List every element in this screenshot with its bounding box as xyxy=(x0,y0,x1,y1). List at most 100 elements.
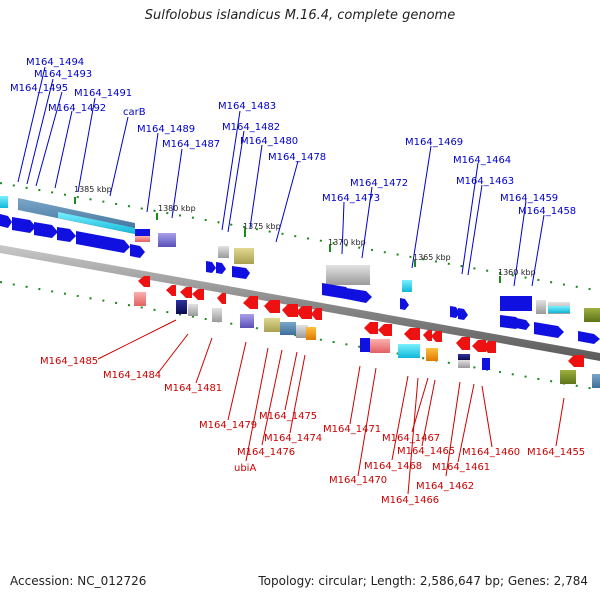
feature-block xyxy=(426,348,438,361)
gene-label: M164_1455 xyxy=(527,447,585,458)
feature-block xyxy=(482,358,490,370)
forward-gene-labels: M164_1494 M164_1493 M164_1495 M164_1491 … xyxy=(10,57,576,217)
gene-label: M164_1475 xyxy=(259,411,317,422)
forward-gene-arrow xyxy=(458,308,468,320)
forward-gene-arrow xyxy=(34,222,58,238)
reverse-feature-blocks xyxy=(134,292,600,388)
kbp-ticks xyxy=(74,197,501,283)
reverse-gene-arrow xyxy=(166,285,176,296)
gene-label: M164_1466 xyxy=(381,495,439,506)
kbp-label: 1380 kbp xyxy=(158,204,196,213)
forward-feature-blocks xyxy=(0,196,600,322)
reverse-gene-arrow xyxy=(456,337,470,350)
gene-label: M164_1487 xyxy=(162,139,220,150)
reverse-gene-arrow xyxy=(423,330,432,341)
gene-label: M164_1491 xyxy=(74,88,132,99)
feature-block xyxy=(240,314,254,328)
gene-label: M164_1458 xyxy=(518,206,576,217)
gene-label: M164_1470 xyxy=(329,475,387,486)
kbp-label: 1370 kbp xyxy=(328,238,366,247)
reverse-gene-labels: M164_1485 M164_1484 M164_1481 M164_1479 … xyxy=(40,356,585,506)
reverse-gene-arrow xyxy=(568,355,584,367)
feature-block xyxy=(212,308,222,322)
reverse-gene-arrow xyxy=(483,341,496,353)
reverse-gene-arrows xyxy=(138,276,584,367)
feature-block xyxy=(360,338,370,352)
gene-label: M164_1482 xyxy=(222,122,280,133)
feature-block xyxy=(536,300,546,314)
reverse-gene-arrow xyxy=(364,322,378,334)
forward-gene-arrow xyxy=(0,214,12,228)
feature-block xyxy=(592,374,600,388)
feature-block xyxy=(176,300,187,314)
kbp-label: 1360 kbp xyxy=(498,268,536,277)
gene-label: ubiA xyxy=(234,463,256,474)
feature-block xyxy=(296,325,308,338)
kbp-labels: 1385 kbp 1380 kbp 1375 kbp 1370 kbp 1365… xyxy=(74,185,536,277)
feature-block xyxy=(234,248,254,264)
tick-row-outer xyxy=(0,182,600,292)
feature-block xyxy=(306,327,316,340)
forward-gene-arrows xyxy=(0,214,600,344)
feature-block xyxy=(458,360,470,368)
gene-label: M164_1479 xyxy=(199,420,257,431)
reverse-gene-arrow xyxy=(378,324,392,336)
feature-block xyxy=(370,339,390,353)
gene-label: M164_1463 xyxy=(456,176,514,187)
gene-label: M164_1480 xyxy=(240,136,298,147)
gene-label: M164_1462 xyxy=(416,481,474,492)
map-title: Sulfolobus islandicus M.16.4, complete g… xyxy=(144,8,456,23)
feature-block xyxy=(398,344,420,358)
forward-gene-arrow xyxy=(400,298,409,310)
feature-block xyxy=(402,280,412,292)
genome-summary: Topology: circular; Length: 2,586,647 bp… xyxy=(258,574,588,588)
forward-gene-arrow xyxy=(534,322,564,338)
reverse-gene-arrow xyxy=(180,287,192,298)
gene-label: M164_1495 xyxy=(10,83,68,94)
kbp-label: 1375 kbp xyxy=(243,222,281,231)
forward-gene-arrow xyxy=(12,217,36,233)
reverse-gene-arrow xyxy=(296,306,312,319)
feature-block xyxy=(58,212,135,234)
gene-label: M164_1481 xyxy=(164,383,222,394)
feature-block xyxy=(584,308,600,322)
feature-block xyxy=(280,322,296,335)
forward-gene-block xyxy=(500,296,532,311)
feature-block xyxy=(0,196,8,208)
gene-label: M164_1493 xyxy=(34,69,92,80)
reverse-gene-arrow xyxy=(431,331,442,342)
feature-block xyxy=(560,370,576,384)
forward-gene-arrow xyxy=(450,306,460,318)
gene-label: M164_1492 xyxy=(48,103,106,114)
reverse-gene-arrow xyxy=(311,308,322,320)
gene-label: carB xyxy=(123,107,146,118)
gene-label: M164_1484 xyxy=(103,370,161,381)
gene-label: M164_1494 xyxy=(26,57,84,68)
forward-gene-arrow xyxy=(578,331,600,344)
gene-label: M164_1476 xyxy=(237,447,295,458)
reverse-gene-arrow xyxy=(264,300,280,313)
reverse-gene-arrow xyxy=(217,293,226,304)
forward-gene-arrow xyxy=(206,261,216,273)
feature-block xyxy=(218,246,229,258)
reverse-leader-lines xyxy=(97,319,565,495)
tick-row-inner xyxy=(0,281,600,391)
gene-label: M164_1471 xyxy=(323,424,381,435)
feature-block xyxy=(135,229,150,236)
gene-label: M164_1489 xyxy=(137,124,195,135)
gene-label: M164_1483 xyxy=(218,101,276,112)
reverse-gene-arrow xyxy=(138,276,150,287)
feature-block xyxy=(188,304,198,316)
kbp-label: 1385 kbp xyxy=(74,185,112,194)
reverse-gene-arrow xyxy=(404,328,420,340)
reverse-gene-arrow xyxy=(192,289,204,300)
gene-label: M164_1465 xyxy=(397,446,455,457)
reverse-gene-arrow xyxy=(243,296,258,309)
gene-label: M164_1467 xyxy=(382,433,440,444)
accession-label: Accession: NC_012726 xyxy=(10,574,147,588)
gene-label: M164_1478 xyxy=(268,152,326,163)
genome-backbone xyxy=(0,245,600,361)
reverse-gene-arrow xyxy=(472,340,486,352)
gene-label: M164_1474 xyxy=(264,433,322,444)
kbp-label: 1365 kbp xyxy=(413,253,451,262)
